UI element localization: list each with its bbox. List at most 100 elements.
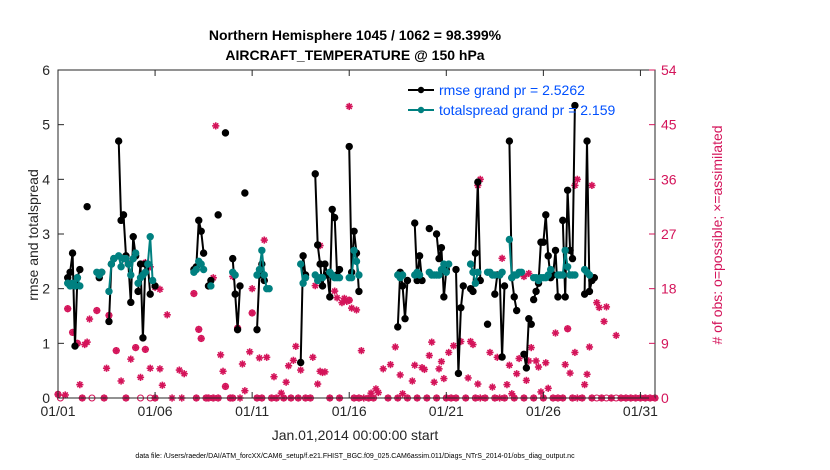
totalspread-point	[559, 271, 567, 279]
legend: rmse grand pr = 2.5262 totalspread grand …	[408, 82, 616, 118]
obs-assimilated-marker	[391, 343, 399, 351]
rmse-point	[299, 252, 307, 260]
rmse-point	[425, 224, 434, 233]
obs-possible-marker	[248, 309, 256, 317]
obs-assimilated-marker	[212, 122, 220, 130]
obs-assimilated-stroke	[474, 380, 481, 388]
totalspread-point	[505, 235, 514, 244]
totalspread-point	[199, 265, 208, 274]
obs-assimilated-marker	[486, 348, 494, 357]
totalspread-point	[355, 271, 363, 279]
y2-tick-label: 0	[661, 390, 669, 406]
obs-assimilated-marker	[564, 325, 572, 333]
obs-assimilated-stroke	[372, 385, 380, 392]
y-tick-label: 5	[42, 117, 50, 133]
y-tick-label: 2	[42, 281, 50, 297]
obs-assimilated-marker	[331, 287, 339, 295]
rmse-point	[415, 252, 424, 260]
obs-assimilated-stroke	[603, 303, 610, 310]
obs-assimilated-stroke	[249, 285, 256, 292]
obs-assimilated-stroke	[159, 382, 166, 389]
obs-assimilated-stroke	[84, 339, 91, 346]
totalspread-point	[398, 271, 407, 279]
rmse-point	[318, 282, 327, 290]
obs-assimilated-marker	[221, 382, 230, 391]
obs-assimilated-stroke	[532, 357, 540, 365]
obs-assimilated-stroke	[542, 359, 549, 366]
totalspread-point	[144, 260, 152, 268]
obs-assimilated-stroke	[399, 390, 406, 397]
y-tick-label: 0	[42, 390, 50, 406]
rmse-point	[435, 254, 443, 263]
rmse-point	[568, 254, 577, 263]
obs-assimilated-stroke	[217, 351, 224, 358]
obs-assimilated-stroke	[537, 388, 545, 396]
obs-assimilated-stroke	[156, 286, 164, 293]
obs-assimilated-stroke	[562, 361, 569, 368]
obs-assimilated-stroke	[387, 361, 394, 368]
obs-assimilated-marker	[158, 381, 166, 389]
y-tick-label: 1	[42, 335, 50, 351]
obs-possible-marker	[64, 305, 72, 313]
y2-tick-label: 9	[661, 335, 669, 351]
obs-assimilated-marker	[374, 388, 382, 397]
rmse-point	[214, 211, 222, 219]
obs-assimilated-stroke	[465, 374, 472, 382]
y2-tick-label: 54	[661, 62, 677, 78]
obs-assimilated-stroke	[503, 381, 511, 388]
obs-assimilated-stroke	[278, 390, 285, 397]
chart-subtitle: AIRCRAFT_TEMPERATURE @ 150 hPa	[225, 47, 484, 63]
rmse-point	[469, 287, 477, 296]
y2-tick-label: 36	[661, 171, 677, 187]
obs-assimilated-stroke	[195, 326, 202, 333]
totalspread-point	[296, 260, 305, 268]
rmse-point	[195, 216, 203, 225]
rmse-point	[520, 350, 528, 358]
obs-assimilated-stroke	[290, 357, 297, 364]
obs-assimilated-marker	[216, 351, 225, 359]
obs-assimilated-marker	[386, 360, 395, 369]
obs-assimilated-stroke	[132, 344, 139, 351]
obs-assimilated-stroke	[450, 342, 457, 349]
obs-assimilated-stroke	[285, 362, 292, 369]
rmse-point	[313, 241, 322, 249]
obs-assimilated-marker	[163, 311, 171, 319]
rmse-point	[197, 227, 205, 235]
obs-assimilated-stroke	[588, 182, 595, 189]
obs-assimilated-marker	[600, 317, 608, 326]
obs-assimilated-stroke	[348, 305, 355, 312]
x-tick-label: 01/21	[429, 403, 464, 419]
obs-assimilated-marker	[534, 363, 543, 371]
rmse-point	[146, 290, 154, 298]
rmse-point	[229, 254, 237, 263]
y-tick-label: 3	[42, 226, 50, 242]
legend-totalspread-marker	[417, 106, 425, 114]
rmse-point	[345, 142, 353, 151]
obs-possible-marker	[221, 382, 230, 391]
rmse-point	[542, 211, 550, 219]
obs-assimilated-stroke	[421, 366, 428, 373]
obs-assimilated-stroke	[358, 347, 365, 354]
obs-assimilated-stroke	[426, 352, 433, 359]
obs-assimilated-marker	[83, 338, 91, 346]
totalspread-point	[517, 268, 526, 276]
legend-rmse-marker	[417, 86, 425, 94]
rmse-point	[522, 364, 531, 372]
obs-assimilated-stroke	[239, 360, 246, 368]
obs-assimilated-marker	[532, 357, 540, 365]
obs-assimilated-stroke	[581, 381, 588, 388]
obs-assimilated-marker	[260, 236, 268, 244]
rmse-point	[559, 216, 567, 225]
obs-assimilated-marker	[420, 365, 429, 374]
rmse-point	[350, 227, 358, 235]
rmse-point	[571, 101, 579, 110]
obs-assimilated-marker	[561, 360, 569, 369]
totalspread-point	[445, 260, 453, 268]
rmse-point	[127, 298, 135, 307]
obs-assimilated-stroke	[600, 318, 608, 325]
totalspread-point	[131, 249, 140, 257]
obs-assimilated-marker	[289, 356, 298, 364]
obs-assimilated-stroke	[181, 370, 188, 377]
